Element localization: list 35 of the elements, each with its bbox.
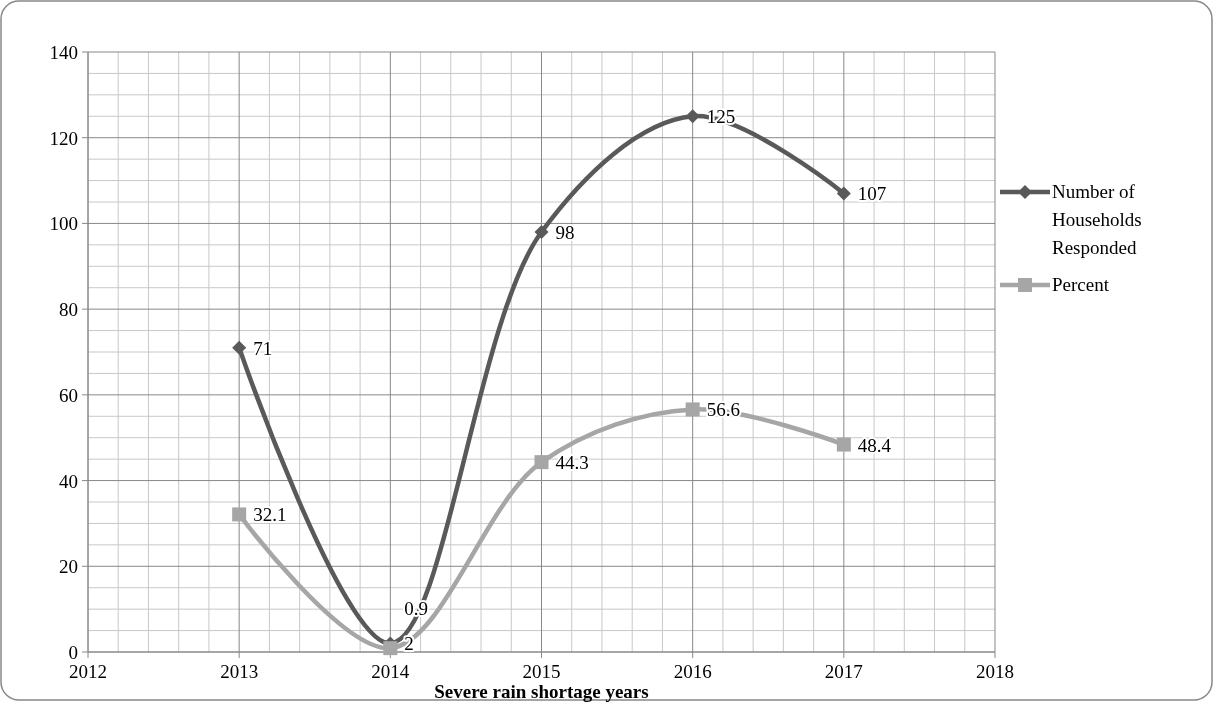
point <box>383 641 398 656</box>
data-label: 48.4 <box>857 434 892 456</box>
y-tick-label: 60 <box>59 384 78 406</box>
y-tick-label: 120 <box>49 127 78 149</box>
data-label: 98 <box>555 222 575 243</box>
point <box>685 109 700 124</box>
x-tick-label: 2012 <box>69 661 107 682</box>
legend-label: Percent <box>1052 274 1110 295</box>
y-tick-label: 0 <box>68 642 78 663</box>
data-label: 107 <box>857 183 887 205</box>
data-label: 32.1 <box>253 504 287 526</box>
y-tick-label: 20 <box>59 556 78 578</box>
point <box>836 437 851 452</box>
y-tick-label: 100 <box>49 213 78 235</box>
point <box>232 340 247 355</box>
x-axis-title: Severe rain shortage years <box>434 681 649 702</box>
data-label: 44.3 <box>555 452 589 474</box>
point <box>232 507 247 522</box>
point <box>685 402 700 417</box>
data-label: 2 <box>404 633 414 655</box>
point <box>534 225 549 239</box>
point <box>836 186 851 201</box>
data-label: 56.6 <box>706 399 740 421</box>
y-tick-label: 80 <box>59 299 78 321</box>
x-tick-label: 2017 <box>824 661 863 682</box>
x-tick-label: 2014 <box>371 661 410 682</box>
legend-label: Number of Households Responded <box>1052 181 1142 258</box>
x-tick-label: 2018 <box>976 661 1014 682</box>
y-tick-label: 140 <box>49 42 78 63</box>
data-label: 71 <box>253 337 273 359</box>
x-tick-label: 2013 <box>220 661 259 682</box>
x-tick-label: 2016 <box>673 661 712 682</box>
y-tick-label: 40 <box>59 470 78 492</box>
point <box>534 455 549 470</box>
x-tick-label: 2015 <box>522 661 561 682</box>
